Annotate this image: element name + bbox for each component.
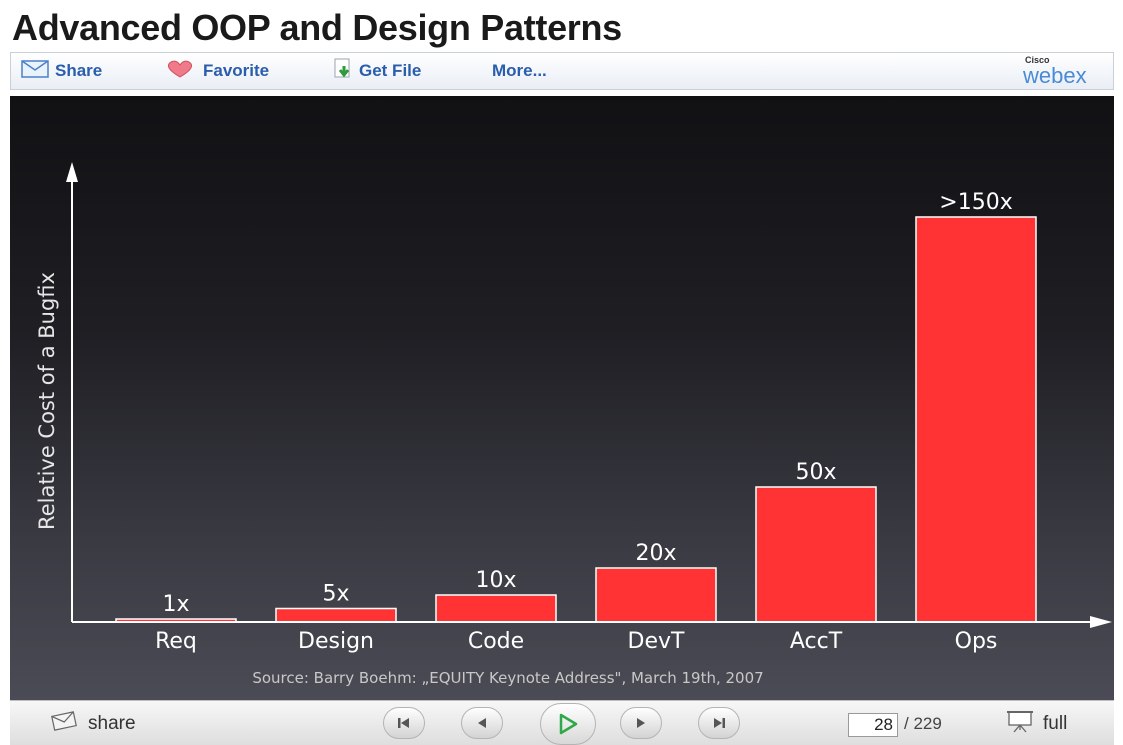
page-number-input[interactable] bbox=[848, 713, 898, 737]
play-icon bbox=[559, 713, 578, 735]
data-label-design: 5x bbox=[322, 582, 349, 607]
slide-area: 1x 5x 10x 20x 50x >150x Req Design Code DevT AccT… bbox=[10, 96, 1114, 700]
previous-slide-button[interactable] bbox=[461, 707, 503, 739]
bar-acct bbox=[755, 486, 877, 623]
share-link-label: Share bbox=[55, 61, 103, 80]
presentation-screen-icon bbox=[1005, 709, 1035, 739]
source-note: Source: Barry Boehm: „EQUITY Keynote Add… bbox=[252, 669, 763, 687]
data-label-acct: 50x bbox=[795, 460, 836, 485]
bar-devt bbox=[595, 567, 717, 623]
y-axis-label: Relative Cost of a Bugfix bbox=[35, 272, 59, 530]
share-link[interactable]: Share bbox=[21, 59, 103, 83]
data-label-ops: >150x bbox=[939, 190, 1012, 215]
toolbar: Share Favorite Get File More... Cisco we… bbox=[10, 52, 1114, 90]
skip-last-icon bbox=[714, 718, 725, 728]
bar-chart: 1x 5x 10x 20x 50x >150x Req Design Code DevT AccT… bbox=[35, 162, 1112, 687]
favorite-link[interactable]: Favorite bbox=[163, 60, 269, 82]
first-slide-button[interactable] bbox=[383, 707, 425, 739]
play-button[interactable] bbox=[540, 703, 596, 745]
category-label-acct: AccT bbox=[790, 629, 843, 654]
next-slide-button[interactable] bbox=[620, 707, 662, 739]
x-axis-arrow bbox=[1090, 616, 1112, 628]
last-slide-button[interactable] bbox=[698, 707, 740, 739]
next-icon bbox=[637, 718, 645, 728]
top-strip bbox=[0, 0, 1123, 6]
webex-logo-name: webex bbox=[1023, 63, 1087, 88]
fullscreen-button[interactable]: full bbox=[1005, 711, 1067, 737]
webex-logo-small: Cisco bbox=[1025, 55, 1050, 65]
page-title: Advanced OOP and Design Patterns bbox=[12, 7, 622, 48]
category-label-code: Code bbox=[468, 629, 524, 654]
webex-logo: Cisco webex bbox=[1023, 55, 1103, 88]
fullscreen-button-label: full bbox=[1043, 713, 1068, 734]
category-label-req: Req bbox=[155, 629, 197, 654]
bar-code bbox=[435, 594, 557, 623]
more-link[interactable]: More... bbox=[492, 60, 547, 82]
get-file-link-label: Get File bbox=[359, 61, 422, 80]
share-button[interactable]: share bbox=[50, 711, 136, 737]
download-icon bbox=[333, 58, 357, 85]
share-icon bbox=[50, 711, 80, 737]
category-label-ops: Ops bbox=[955, 629, 998, 654]
skip-first-icon bbox=[398, 718, 409, 728]
data-label-req: 1x bbox=[162, 592, 189, 617]
player-controls: share / 229 full bbox=[10, 700, 1114, 745]
envelope-icon bbox=[21, 59, 49, 83]
heart-icon bbox=[163, 59, 197, 84]
share-button-label: share bbox=[88, 713, 136, 734]
category-label-design: Design bbox=[298, 629, 374, 654]
y-axis-arrow bbox=[66, 162, 78, 182]
more-link-label: More... bbox=[492, 61, 547, 80]
page-total: / 229 bbox=[904, 714, 942, 733]
data-label-devt: 20x bbox=[635, 541, 676, 566]
get-file-link[interactable]: Get File bbox=[333, 58, 422, 85]
data-label-code: 10x bbox=[475, 568, 516, 593]
favorite-link-label: Favorite bbox=[203, 61, 270, 80]
bar-design bbox=[275, 607, 397, 623]
category-label-devt: DevT bbox=[628, 629, 685, 654]
bar-ops bbox=[915, 216, 1037, 623]
previous-icon bbox=[478, 718, 486, 728]
